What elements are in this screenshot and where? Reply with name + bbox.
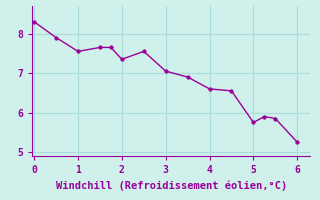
X-axis label: Windchill (Refroidissement éolien,°C): Windchill (Refroidissement éolien,°C) <box>56 181 287 191</box>
